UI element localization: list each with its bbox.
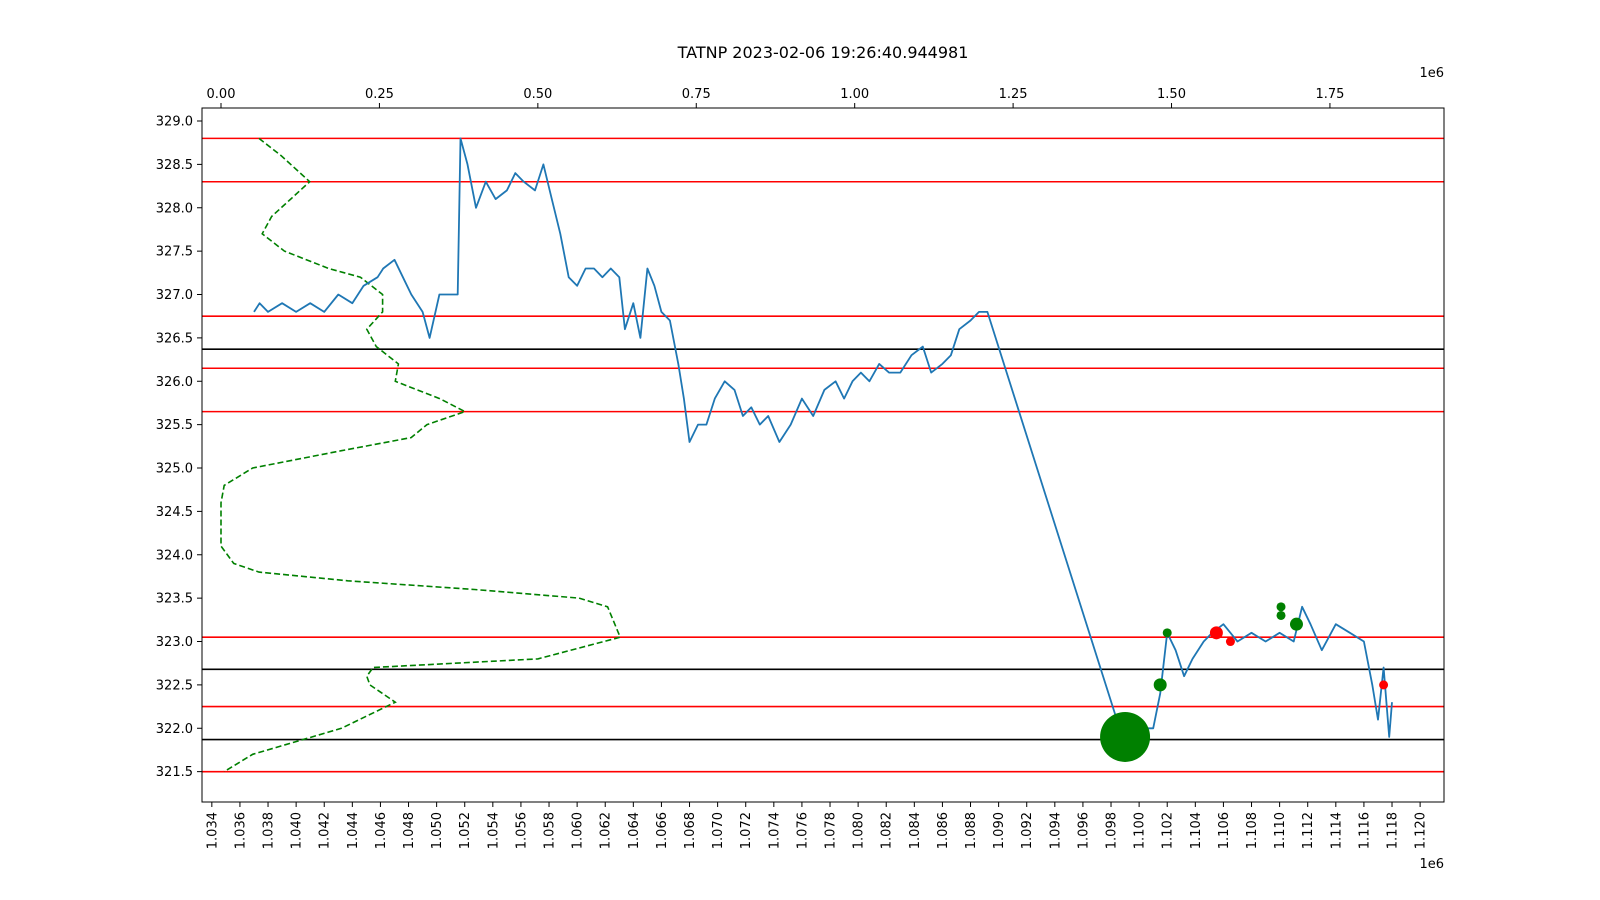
y-tick-label: 328.0 (156, 201, 193, 216)
bottom-tick-label: 1.110 (1273, 812, 1288, 849)
bottom-tick-label: 1.062 (599, 812, 614, 849)
bottom-tick-label: 1.056 (514, 812, 529, 849)
bottom-tick-label: 1.066 (655, 812, 670, 849)
top-tick-label: 1.00 (840, 87, 869, 102)
y-tick-label: 324.5 (156, 505, 193, 520)
bottom-tick-label: 1.086 (936, 812, 951, 849)
bottom-tick-label: 1.092 (1020, 812, 1035, 849)
volume-profile (220, 137, 622, 773)
bottom-tick-label: 1.084 (908, 812, 923, 849)
bottom-tick-label: 1.080 (852, 812, 867, 849)
bottom-tick-label: 1.050 (430, 812, 445, 849)
top-tick-label: 1.25 (999, 87, 1028, 102)
bottom-tick-label: 1.114 (1329, 812, 1344, 849)
price-levels (202, 137, 1444, 773)
bottom-tick-label: 1.090 (992, 812, 1007, 849)
bottom-tick-label: 1.058 (543, 812, 558, 849)
bottom-tick-label: 1.076 (795, 812, 810, 849)
bottom-tick-label: 1.070 (711, 812, 726, 849)
y-tick-label: 325.5 (156, 418, 193, 433)
bottom-tick-label: 1.060 (571, 812, 586, 849)
y-tick-label: 324.0 (156, 548, 193, 563)
trade-marker (1276, 610, 1286, 620)
bottom-tick-label: 1.094 (1048, 812, 1063, 849)
trade-marker (1225, 637, 1235, 647)
bottom-tick-label: 1.038 (262, 812, 277, 849)
bottom-tick-label: 1.068 (683, 812, 698, 849)
y-tick-label: 325.0 (156, 462, 193, 477)
price-series (253, 137, 1393, 738)
bottom-tick-label: 1.074 (767, 812, 782, 849)
y-tick-label: 323.0 (156, 635, 193, 650)
bottom-tick-label: 1.036 (233, 812, 248, 849)
y-tick-label: 327.5 (156, 245, 193, 260)
trade-marker (1289, 617, 1303, 631)
trade-marker (1379, 680, 1389, 690)
top-tick-label: 1.75 (1315, 87, 1344, 102)
bottom-tick-label: 1.106 (1217, 812, 1232, 849)
top-x-axis: 0.00 0.25 0.50 0.75 1.00 1.25 1.50 1.75 (207, 87, 1344, 108)
bottom-tick-label: 1.116 (1357, 812, 1372, 849)
bottom-tick-label: 1.118 (1386, 812, 1401, 849)
bottom-tick-label: 1.048 (402, 812, 417, 849)
y-tick-label: 321.5 (156, 765, 193, 780)
top-tick-label: 0.25 (365, 87, 394, 102)
bottom-tick-label: 1.052 (458, 812, 473, 849)
bottom-tick-label: 1.104 (1189, 812, 1204, 849)
top-tick-label: 0.75 (682, 87, 711, 102)
trade-marker (1162, 628, 1172, 638)
y-tick-label: 322.5 (156, 678, 193, 693)
trade-marker (1153, 678, 1167, 692)
bottom-x-axis: 1.034 1.036 1.038 1.040 1.042 1.044 1.046 1.048… (205, 802, 1429, 849)
bottom-tick-label: 1.120 (1414, 812, 1429, 849)
bottom-tick-label: 1.040 (290, 812, 305, 849)
bottom-tick-label: 1.078 (824, 812, 839, 849)
bottom-tick-label: 1.112 (1301, 812, 1316, 849)
top-axis-offset-label: 1e6 (1419, 66, 1444, 81)
bottom-tick-label: 1.042 (318, 812, 333, 849)
bottom-tick-label: 1.072 (739, 812, 754, 849)
chart-title: TATNP 2023-02-06 19:26:40.944981 (677, 43, 969, 62)
bottom-tick-label: 1.096 (1076, 812, 1091, 849)
bottom-tick-label: 1.100 (1133, 812, 1148, 849)
trade-marker (1209, 626, 1223, 640)
bottom-tick-label: 1.034 (205, 812, 220, 849)
price-line (253, 137, 1393, 738)
plot-area (201, 107, 1445, 803)
top-tick-label: 0.50 (523, 87, 552, 102)
plot-frame (201, 107, 1445, 803)
y-tick-label: 327.0 (156, 288, 193, 303)
trade-markers (1100, 602, 1389, 762)
volume-profile-line (220, 137, 622, 773)
bottom-tick-label: 1.102 (1161, 812, 1176, 849)
bottom-tick-label: 1.064 (627, 812, 642, 849)
trade-marker (1100, 711, 1151, 762)
bottom-tick-label: 1.082 (880, 812, 895, 849)
bottom-tick-label: 1.054 (486, 812, 501, 849)
top-tick-label: 1.50 (1157, 87, 1186, 102)
bottom-tick-label: 1.098 (1105, 812, 1120, 849)
y-tick-label: 328.5 (156, 158, 193, 173)
top-tick-label: 0.00 (207, 87, 236, 102)
y-tick-label: 326.5 (156, 331, 193, 346)
y-tick-label: 329.0 (156, 115, 193, 130)
bottom-tick-label: 1.044 (346, 812, 361, 849)
plot-background (202, 108, 1444, 802)
bottom-tick-label: 1.108 (1245, 812, 1260, 849)
bottom-tick-label: 1.046 (374, 812, 389, 849)
bottom-axis-offset-label: 1e6 (1419, 857, 1444, 872)
y-tick-label: 323.5 (156, 592, 193, 607)
y-tick-label: 326.0 (156, 375, 193, 390)
bottom-tick-label: 1.088 (964, 812, 979, 849)
y-tick-label: 322.0 (156, 722, 193, 737)
trade-marker (1276, 602, 1286, 612)
y-axis: 321.5 322.0 322.5 323.0 323.5 324.0 324.5 325.0… (156, 115, 202, 780)
